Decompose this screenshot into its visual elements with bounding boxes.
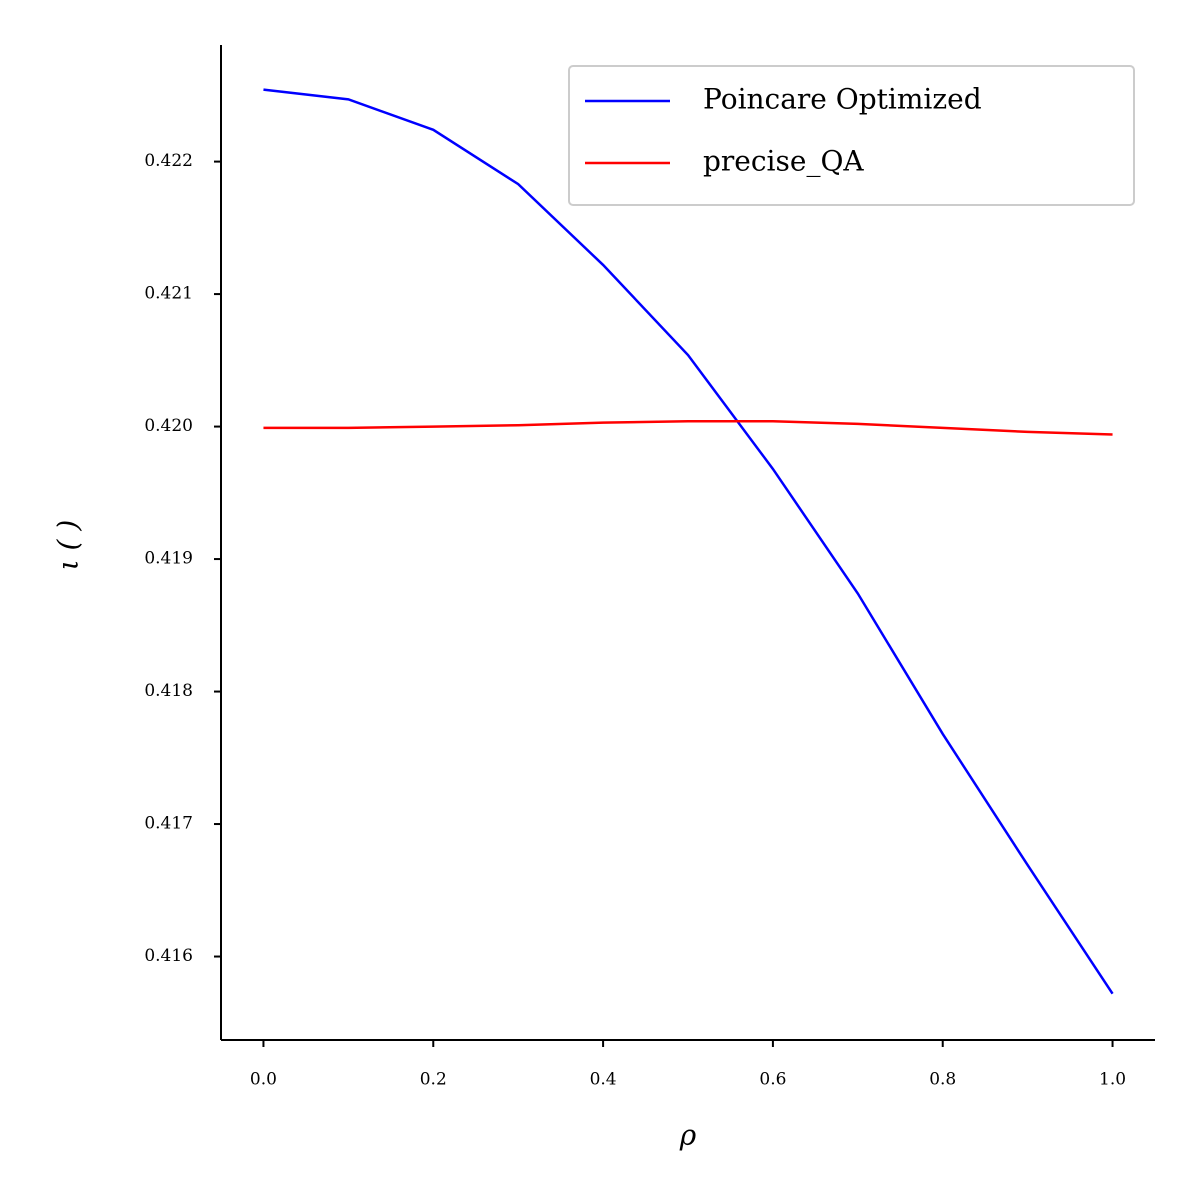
- legend-frame: [568, 65, 1135, 206]
- y-tick-label: 0.417: [144, 814, 193, 834]
- data-line: [263, 420, 1113, 436]
- x-tick-label: 0.6: [759, 1070, 786, 1090]
- y-tick-label: 0.422: [144, 151, 193, 171]
- legend-label: Poincare Optimized: [703, 83, 982, 116]
- y-tick-label: 0.420: [144, 416, 193, 436]
- y-tick-label: 0.416: [144, 946, 193, 966]
- x-tick-label: 0.0: [250, 1070, 277, 1090]
- y-tick-label: 0.418: [144, 681, 193, 701]
- y-tick-label: 0.421: [144, 284, 193, 304]
- legend-label: precise_QA: [703, 145, 864, 178]
- x-tick-label: 0.4: [590, 1070, 617, 1090]
- y-tick-label: 0.419: [144, 549, 193, 569]
- x-tick-label: 0.2: [420, 1070, 447, 1090]
- x-tick-label: 1.0: [1099, 1070, 1126, 1090]
- data-line: [263, 88, 1114, 995]
- x-tick-label: 0.8: [929, 1070, 956, 1090]
- y-axis-label: ι ( ): [52, 520, 85, 571]
- x-axis-label: ρ: [679, 1119, 697, 1152]
